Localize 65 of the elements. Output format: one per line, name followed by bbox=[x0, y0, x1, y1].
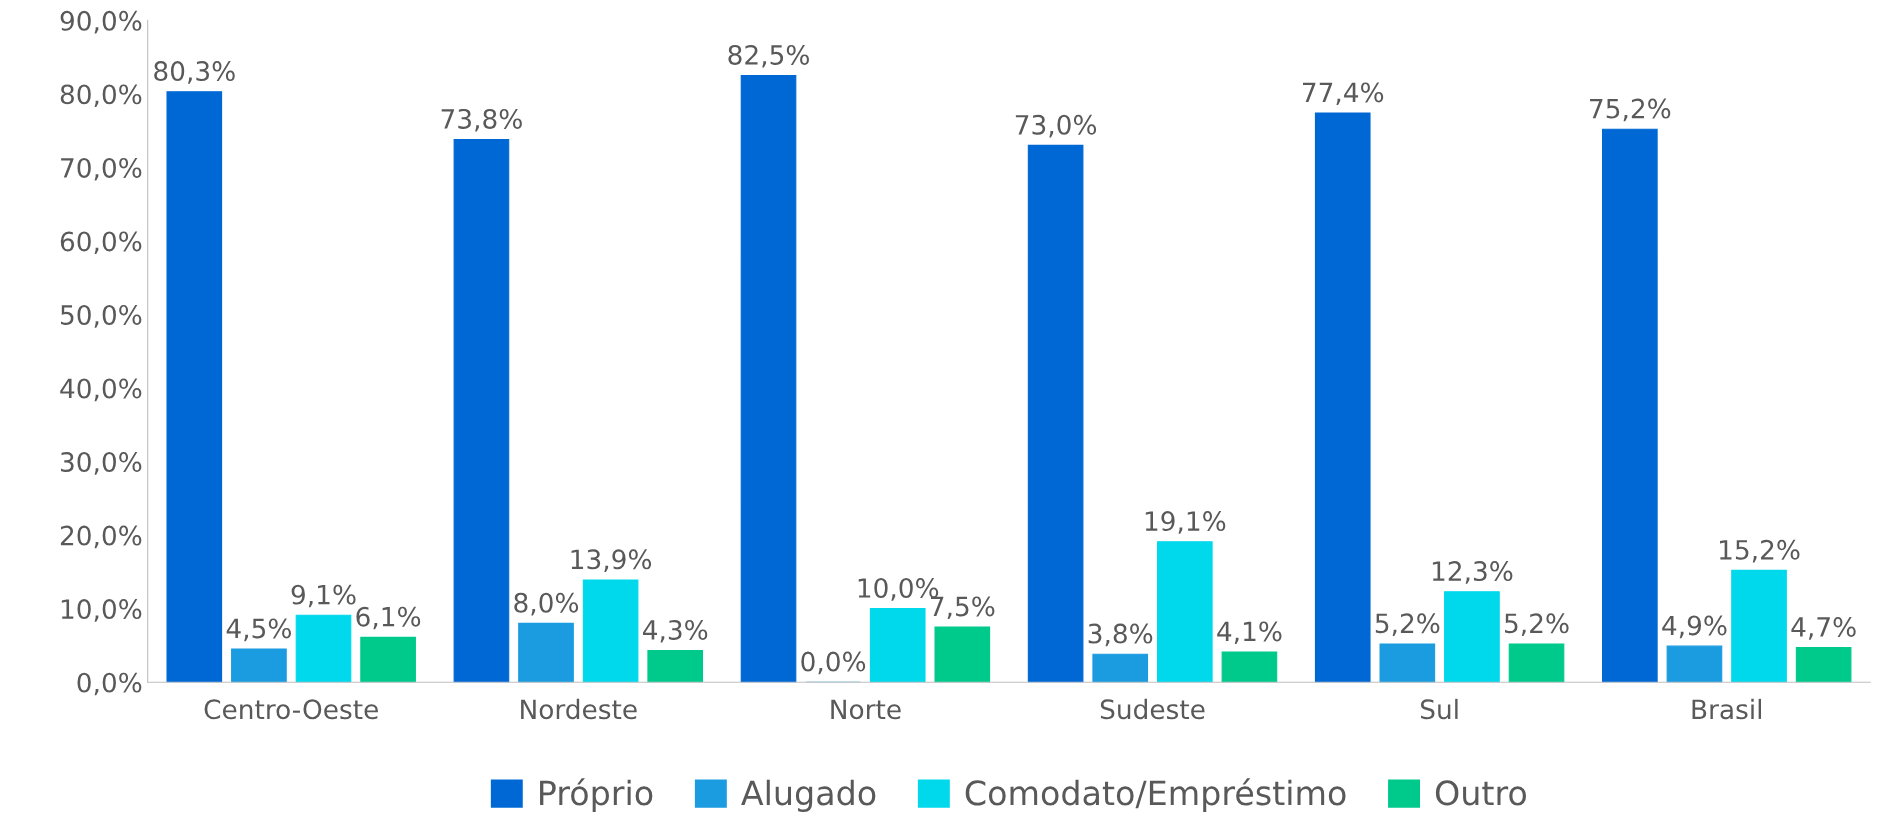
bar bbox=[582, 579, 639, 683]
y-tick-label: 90,0% bbox=[60, 10, 142, 34]
bar bbox=[1092, 653, 1149, 683]
bar bbox=[1731, 569, 1787, 683]
bar bbox=[1795, 647, 1852, 683]
y-tick-label: 80,0% bbox=[60, 84, 142, 108]
data-label: 82,5% bbox=[728, 44, 809, 68]
data-label: 15,2% bbox=[1720, 539, 1800, 563]
data-label: 5,2% bbox=[1375, 613, 1440, 636]
data-label: 13,9% bbox=[571, 549, 652, 573]
data-label: 8,0% bbox=[514, 592, 579, 616]
data-label: 4,1% bbox=[1217, 621, 1282, 645]
bar bbox=[869, 608, 926, 683]
bar bbox=[1444, 591, 1500, 683]
y-tick-label: 50,0% bbox=[61, 304, 142, 328]
y-tick-label: 40,0% bbox=[60, 378, 142, 402]
legend-label: Próprio bbox=[540, 778, 653, 812]
y-tick-label: 30,0% bbox=[60, 452, 142, 475]
bar bbox=[1666, 645, 1723, 683]
bar bbox=[1221, 651, 1278, 683]
bar bbox=[166, 91, 223, 683]
legend-label: Outro bbox=[1435, 780, 1526, 806]
data-label: 6,1% bbox=[356, 606, 421, 630]
bar bbox=[1508, 643, 1565, 683]
bar bbox=[231, 648, 287, 683]
y-tick-label: 70,0% bbox=[61, 157, 142, 181]
bar bbox=[518, 622, 574, 683]
bar bbox=[360, 636, 416, 683]
x-tick-label: Norte bbox=[831, 699, 901, 720]
data-label: 75,2% bbox=[1590, 98, 1671, 122]
legend-label: Comodato/Empréstimo bbox=[965, 778, 1346, 812]
x-tick-label: Brasil bbox=[1692, 698, 1762, 720]
x-tick-label: Sul bbox=[1420, 698, 1458, 720]
bar bbox=[740, 75, 797, 683]
data-label: 73,0% bbox=[1015, 114, 1097, 138]
data-label: 0,0% bbox=[801, 651, 866, 675]
bar bbox=[453, 138, 510, 683]
y-tick-label: 20,0% bbox=[60, 525, 142, 549]
y-tick-label: 10,0% bbox=[61, 599, 142, 622]
x-tick-label: Centro-Oeste bbox=[204, 699, 378, 720]
y-tick-label: 60,0% bbox=[60, 231, 142, 255]
data-label: 4,5% bbox=[226, 618, 291, 642]
y-tick-label: 0,0% bbox=[77, 672, 142, 696]
data-label: 4,9% bbox=[1662, 615, 1727, 639]
data-label: 3,8% bbox=[1088, 623, 1153, 647]
x-tick-label: Nordeste bbox=[521, 698, 637, 720]
bar bbox=[1314, 112, 1371, 683]
bar bbox=[1379, 643, 1436, 683]
data-label: 4,3% bbox=[642, 619, 708, 643]
data-label: 19,1% bbox=[1145, 511, 1226, 534]
data-label: 12,3% bbox=[1432, 561, 1513, 584]
bar bbox=[1027, 144, 1084, 683]
bar bbox=[295, 614, 352, 683]
bar bbox=[934, 626, 991, 683]
data-label: 80,3% bbox=[154, 61, 235, 84]
bar bbox=[1156, 541, 1213, 683]
legend-label: Alugado bbox=[741, 779, 876, 812]
data-label: 4,7% bbox=[1791, 617, 1856, 640]
bar bbox=[1602, 128, 1658, 683]
x-tick-label: Sudeste bbox=[1100, 698, 1205, 720]
bar bbox=[647, 650, 704, 683]
data-label: 73,8% bbox=[441, 108, 522, 132]
data-label: 5,2% bbox=[1505, 613, 1569, 636]
data-label: 9,1% bbox=[291, 584, 356, 608]
data-label: 77,4% bbox=[1302, 82, 1384, 106]
